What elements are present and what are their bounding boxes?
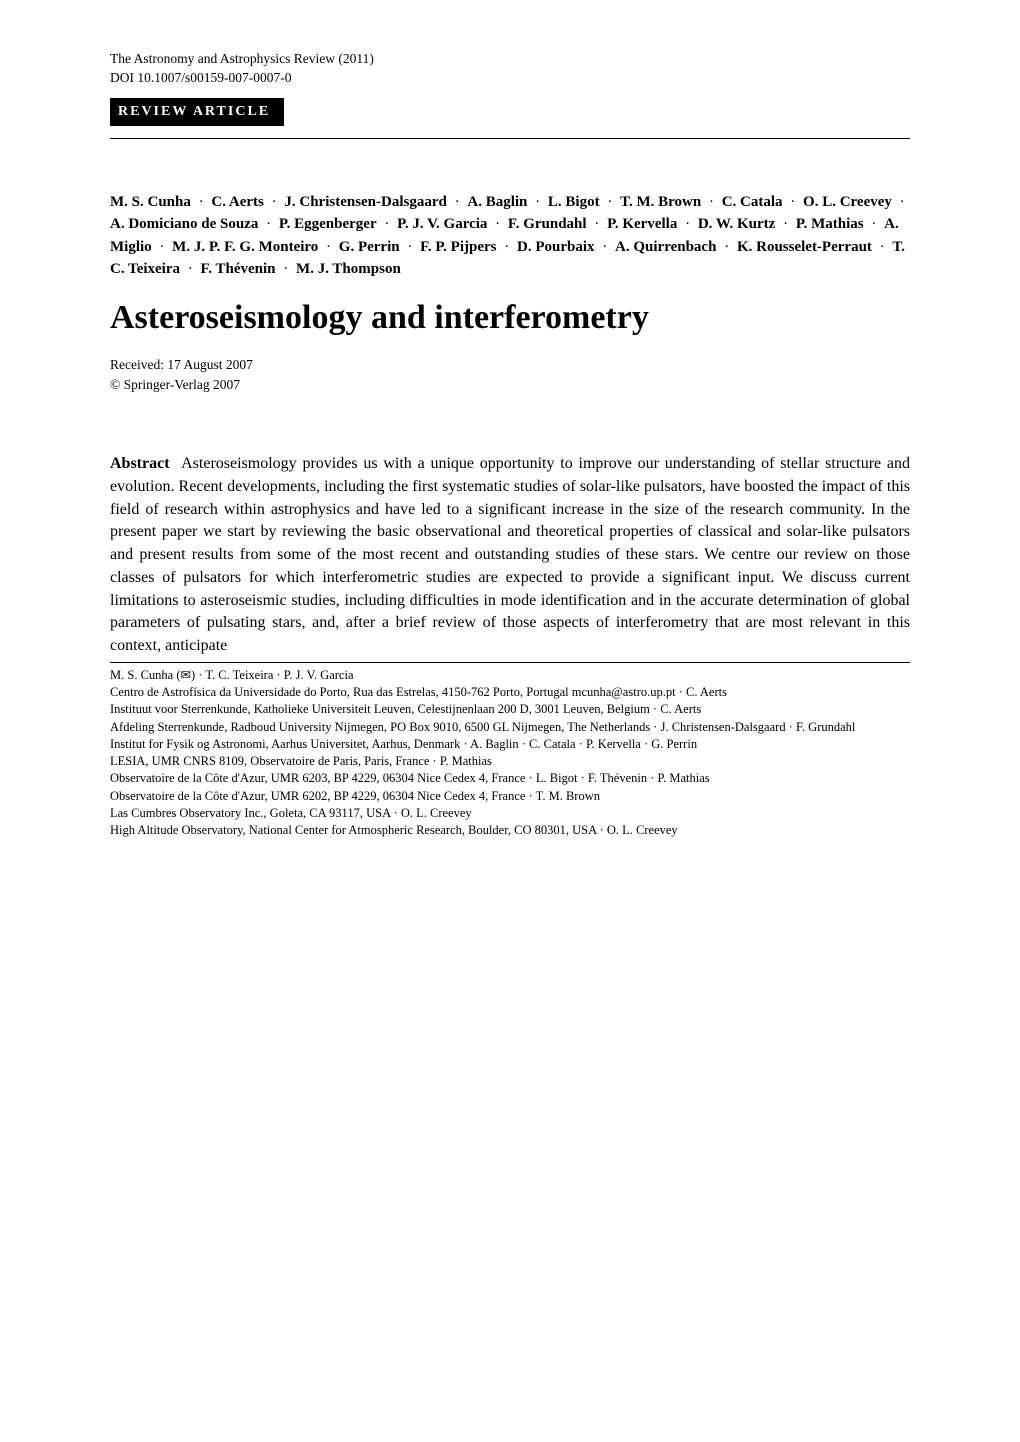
author: M. S. Cunha [110, 194, 191, 210]
affiliation: Las Cumbres Observatory Inc., Goleta, CA… [110, 805, 910, 822]
author: P. J. V. Garcia [397, 216, 487, 232]
header-rule [110, 138, 910, 139]
affiliation: Centro de Astrofísica da Universidade do… [110, 684, 910, 701]
author: L. Bigot [548, 194, 600, 210]
author: M. J. P. F. G. Monteiro [172, 239, 318, 255]
author: K. Rousselet-Perraut [737, 239, 872, 255]
journal-name: The Astronomy and Astrophysics Review (2… [110, 50, 910, 69]
copyright: © Springer-Verlag 2007 [110, 375, 910, 395]
author: P. Eggenberger [279, 216, 377, 232]
abstract-text: Asteroseismology provides us with a uniq… [110, 455, 910, 654]
affiliation: High Altitude Observatory, National Cent… [110, 822, 910, 839]
author: F. P. Pijpers [420, 239, 496, 255]
affiliation: LESIA, UMR CNRS 8109, Observatoire de Pa… [110, 753, 910, 770]
abstract-label: Abstract [110, 455, 170, 472]
affiliation-rule [110, 662, 910, 663]
authors-list: M. S. Cunha · C. Aerts · J. Christensen-… [110, 191, 910, 281]
affiliation: Observatoire de la Côte d'Azur, UMR 6203… [110, 770, 910, 787]
author: D. Pourbaix [517, 239, 595, 255]
author: J. Christensen-Dalsgaard [284, 194, 447, 210]
author: C. Catala [722, 194, 783, 210]
author: A. Baglin [467, 194, 527, 210]
received-block: Received: 17 August 2007 © Springer-Verl… [110, 355, 910, 396]
journal-doi: DOI 10.1007/s00159-007-0007-0 [110, 69, 910, 88]
affiliation: Afdeling Sterrenkunde, Radboud Universit… [110, 719, 910, 736]
received-date: Received: 17 August 2007 [110, 355, 910, 375]
author: A. Domiciano de Souza [110, 216, 258, 232]
affiliation: Institut for Fysik og Astronomi, Aarhus … [110, 736, 910, 753]
review-article-label: REVIEW ARTICLE [110, 98, 284, 126]
author: O. L. Creevey [803, 194, 892, 210]
abstract: Abstract Asteroseismology provides us wi… [110, 453, 910, 657]
author: P. Mathias [796, 216, 864, 232]
author: F. Thévenin [201, 261, 276, 277]
corresponding-author: M. S. Cunha (✉) · T. C. Teixeira · P. J.… [110, 667, 910, 684]
article-title: Asteroseismology and interferometry [110, 299, 910, 337]
affiliations: M. S. Cunha (✉) · T. C. Teixeira · P. J.… [110, 667, 910, 840]
author: T. M. Brown [620, 194, 701, 210]
affiliation: Observatoire de la Côte d'Azur, UMR 6202… [110, 788, 910, 805]
author: P. Kervella [607, 216, 677, 232]
affiliation: Instituut voor Sterrenkunde, Katholieke … [110, 701, 910, 718]
author: F. Grundahl [508, 216, 587, 232]
author: M. J. Thompson [296, 261, 401, 277]
author: C. Aerts [211, 194, 264, 210]
author: G. Perrin [339, 239, 400, 255]
author: D. W. Kurtz [698, 216, 776, 232]
author: A. Quirrenbach [615, 239, 716, 255]
journal-header: The Astronomy and Astrophysics Review (2… [110, 50, 910, 88]
